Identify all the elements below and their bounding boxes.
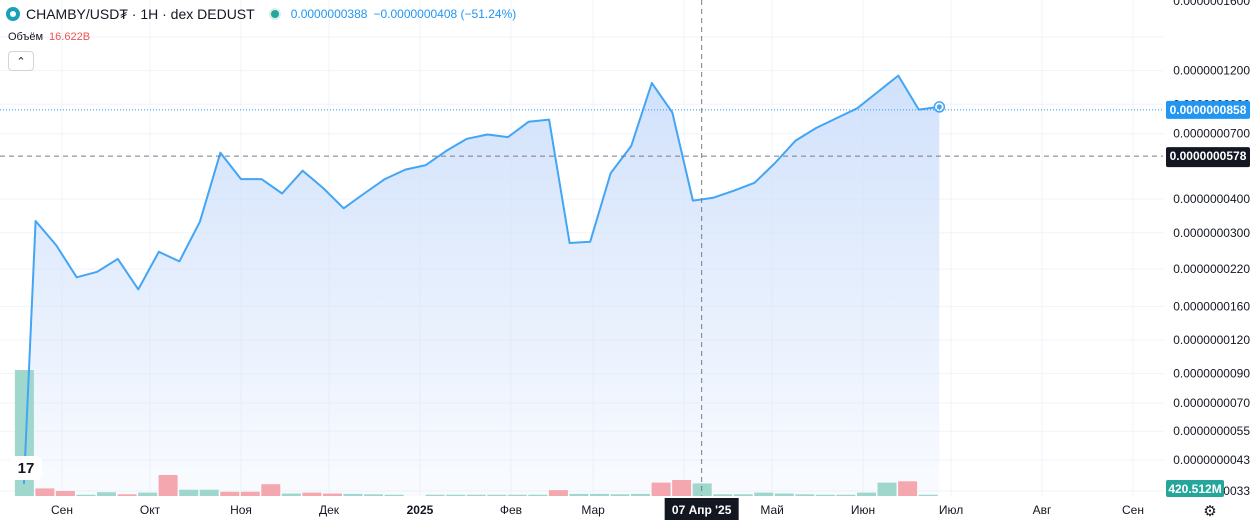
- volume-tag: 420.512M: [1168, 482, 1221, 496]
- price-line: [22, 74, 946, 485]
- volume-bar: [425, 494, 445, 496]
- volume-bar: [364, 494, 383, 496]
- volume-bar: [877, 482, 897, 496]
- volume-bar: [507, 494, 527, 496]
- volume-bar: [55, 491, 75, 496]
- token-logo-icon: [6, 7, 20, 21]
- volume-bar: [590, 493, 609, 496]
- volume-bar: [384, 494, 404, 496]
- volume-bar: [97, 492, 116, 496]
- y-tick-label: 0.0000000300: [1173, 226, 1250, 240]
- volume-bar: [158, 475, 178, 496]
- market-status-icon: [268, 8, 281, 20]
- volume-bar: [774, 493, 794, 496]
- last-price-tag: 0.0000000858: [1170, 103, 1247, 117]
- volume-value: 16.622B: [49, 31, 91, 43]
- last-point-dot: [936, 104, 942, 110]
- x-tick-label: 2025: [407, 503, 434, 517]
- crosshair-date-tag: 07 Апр '25: [672, 503, 732, 517]
- x-tick-label: Сен: [1122, 503, 1144, 517]
- time-axis: СенОктНояДек2025ФевМарАпрМайИюнИюлАвгСен: [0, 497, 1163, 520]
- x-tick-label: Июл: [939, 503, 963, 517]
- crosshair-date-bg: [664, 498, 739, 520]
- y-tick-label: 0.0000000120: [1173, 333, 1250, 347]
- volume-bar: [836, 494, 856, 496]
- volume-bar: [569, 493, 589, 496]
- price-line-path: [22, 74, 940, 485]
- crosshair-price-tag-bg: [1166, 147, 1250, 168]
- last-price-tag-bg: [1166, 100, 1250, 119]
- volume-label: Объём: [8, 31, 44, 43]
- x-tick-label: Мар: [581, 503, 605, 517]
- collapse-legend-button[interactable]: ⌃: [8, 51, 34, 71]
- volume-bar: [733, 494, 753, 496]
- x-tick-label: Сен: [51, 503, 73, 517]
- volume-bar: [528, 494, 548, 496]
- y-tick-label: 0.0000000700: [1173, 127, 1250, 141]
- x-tick-label: Июн: [851, 503, 875, 517]
- y-tick-label: 0.0000000160: [1173, 299, 1250, 313]
- volume-bar: [815, 494, 835, 496]
- tradingview-logo-icon[interactable]: 17: [10, 456, 42, 480]
- volume-bar: [466, 494, 486, 496]
- volume-tag-bg: [1166, 480, 1224, 497]
- y-tick-label: 0.0000000043: [1173, 453, 1250, 467]
- volume-bar: [199, 489, 219, 496]
- x-tick-label: Фев: [500, 503, 522, 517]
- volume-bar: [651, 482, 671, 496]
- volume-bar: [261, 484, 281, 496]
- y-tick-label: 0.0000001200: [1173, 64, 1250, 78]
- volume-bar: [35, 488, 55, 496]
- area-fill-shape: [23, 75, 940, 496]
- settings-icon[interactable]: ⚙: [1203, 503, 1217, 520]
- price-tags: 0.0000000858 0.0000000578 420.512M 07 Апр '…: [664, 100, 1250, 520]
- chart-header: CHAMBY/USD₮ · 1H · dex DEDUST 0.00000003…: [6, 4, 516, 24]
- y-tick-label: 0.0000000070: [1173, 396, 1250, 410]
- volume-bar: [754, 492, 774, 496]
- volume-bar: [281, 493, 301, 496]
- volume-bar: [117, 494, 137, 496]
- volume-bar: [323, 493, 342, 496]
- volume-bar: [692, 483, 712, 496]
- volume-bar: [138, 492, 158, 496]
- last-price: 0.0000000388: [290, 7, 368, 21]
- volume-bar: [857, 492, 876, 496]
- y-tick-label: 0.0000000055: [1173, 424, 1250, 438]
- y-tick-label: 0.0000001600: [1173, 0, 1250, 8]
- volume-bar: [548, 490, 568, 496]
- area-fill: [23, 75, 940, 496]
- volume-legend: Объём 16.622B: [8, 31, 90, 43]
- price-change: −0.0000000408 (−51.24%): [373, 7, 517, 21]
- y-tick-label: 0.0000000220: [1173, 262, 1250, 276]
- volume-bar: [795, 494, 815, 496]
- crosshair-price-tag: 0.0000000578: [1170, 149, 1247, 163]
- volume-bar: [220, 491, 240, 496]
- x-tick-label: Авг: [1033, 503, 1052, 517]
- volume-bar: [672, 480, 692, 496]
- x-tick-label: Окт: [140, 503, 161, 517]
- price-axis: 0.00000016000.00000012000.00000009000.00…: [1163, 0, 1259, 520]
- y-tick-label: 0.0000000400: [1173, 192, 1250, 206]
- symbol-title[interactable]: CHAMBY/USD₮ · 1H · dex DEDUST: [26, 6, 255, 22]
- volume-bar: [918, 494, 938, 496]
- y-tick-label: 0.0000000090: [1173, 367, 1250, 381]
- x-tick-label: Ноя: [230, 503, 252, 517]
- time-axis-bg: [0, 497, 1163, 520]
- volume-bar: [446, 494, 466, 496]
- volume-bar: [302, 492, 322, 496]
- volume-bar: [610, 494, 630, 496]
- volume-bar: [898, 481, 918, 496]
- volume-bar: [240, 491, 260, 496]
- volume-bar: [487, 494, 507, 496]
- volume-bar: [631, 493, 650, 496]
- x-tick-label: Дек: [319, 503, 340, 517]
- volume-bar: [343, 493, 363, 496]
- x-tick-label: Май: [760, 503, 784, 517]
- crosshair: [0, 0, 1163, 496]
- price-axis-bg: [1163, 0, 1259, 520]
- volume-bar: [76, 494, 96, 496]
- volume-bar: [179, 489, 199, 496]
- volume-bar: [713, 494, 733, 496]
